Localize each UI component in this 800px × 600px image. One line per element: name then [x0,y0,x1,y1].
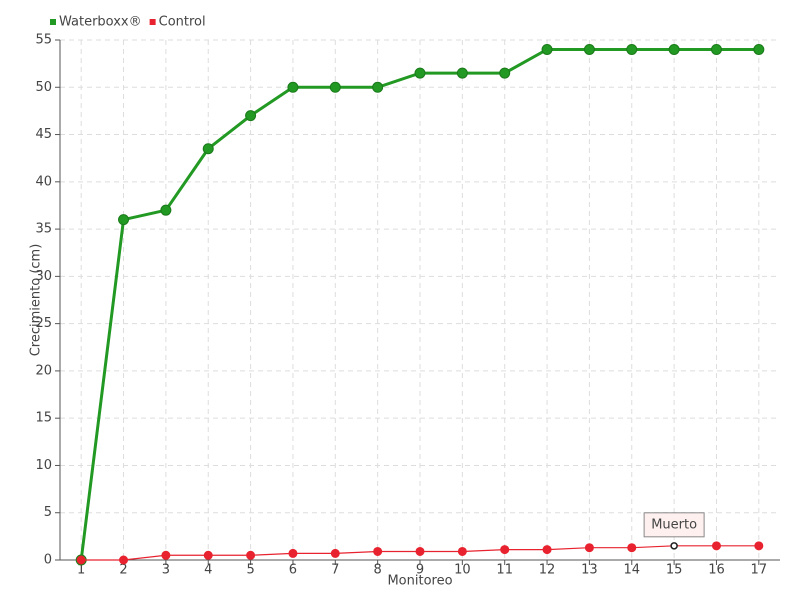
legend-label: Waterboxx® [59,15,142,30]
y-tick-label: 0 [44,553,52,568]
y-tick-label: 50 [35,80,52,95]
x-tick-label: 7 [331,563,339,578]
data-point [118,214,130,226]
x-tick-label: 9 [416,563,424,578]
data-point [202,143,214,155]
legend-swatch [50,19,56,25]
y-axis-label: Crecimiento (cm) [29,244,44,357]
data-point [246,550,256,560]
data-point [710,43,722,55]
data-point [584,543,594,553]
data-point [456,67,468,79]
y-tick-label: 10 [35,458,52,473]
data-point [542,545,552,555]
data-point [711,541,721,551]
x-tick-label: 10 [454,563,471,578]
y-tick-label: 55 [35,33,52,48]
data-point [160,204,172,216]
x-tick-label: 14 [623,563,640,578]
x-tick-label: 17 [751,563,768,578]
y-tick-label: 30 [35,269,52,284]
data-point [329,81,341,93]
annotation-box [643,512,705,538]
data-point [287,81,299,93]
y-tick-label: 25 [35,316,52,331]
x-tick-label: 2 [119,563,127,578]
data-point [414,67,426,79]
legend: Waterboxx® Control [50,15,206,30]
x-tick-label: 1 [77,563,85,578]
data-point [288,548,298,558]
x-tick-label: 13 [581,563,598,578]
y-tick-label: 15 [35,411,52,426]
y-tick-label: 35 [35,222,52,237]
data-point [626,43,638,55]
data-point [668,43,680,55]
data-point [245,110,257,122]
data-point [500,545,510,555]
data-point [203,550,213,560]
annotation: Muerto [651,517,697,532]
x-tick-label: 3 [162,563,170,578]
data-point [161,550,171,560]
data-point [415,546,425,556]
data-point [541,43,553,55]
data-point [119,555,129,565]
data-point [583,43,595,55]
y-tick-label: 5 [44,505,52,520]
y-tick-label: 45 [35,127,52,142]
data-point [670,542,678,550]
x-axis-label: Monitoreo [387,574,452,589]
x-tick-label: 16 [708,563,725,578]
y-tick-label: 20 [35,363,52,378]
x-tick-label: 12 [539,563,556,578]
data-point [457,546,467,556]
y-tick-label: 40 [35,174,52,189]
data-point [753,43,765,55]
legend-label: Control [159,15,206,30]
legend-swatch [149,19,156,25]
x-tick-label: 6 [289,563,297,578]
data-point [76,555,86,565]
data-point [372,81,384,93]
x-tick-label: 4 [204,563,212,578]
data-point [499,67,511,79]
data-point [627,543,637,553]
data-point [373,546,383,556]
x-tick-label: 5 [246,563,254,578]
x-tick-label: 8 [374,563,382,578]
data-point [330,548,340,558]
x-tick-label: 15 [666,563,683,578]
x-tick-label: 11 [496,563,513,578]
data-point [754,541,764,551]
